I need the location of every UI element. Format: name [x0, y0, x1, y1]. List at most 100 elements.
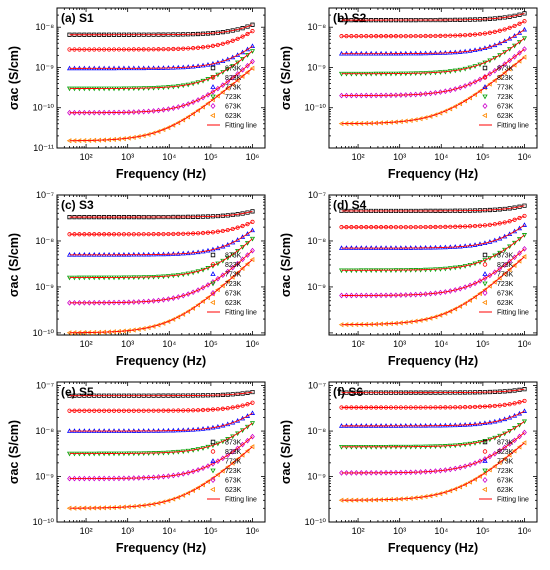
data-point — [81, 109, 87, 116]
data-point — [171, 32, 176, 37]
data-point — [156, 32, 161, 37]
data-point — [418, 390, 423, 395]
legend-entry: 823K — [497, 75, 514, 82]
data-point — [215, 392, 220, 398]
data-point — [101, 299, 107, 306]
legend-entry: 773K — [225, 272, 242, 279]
data-point — [239, 265, 245, 272]
data-point — [92, 32, 97, 37]
data-point — [166, 296, 171, 302]
data-point — [67, 300, 72, 306]
data-point — [220, 468, 225, 474]
fitting-line — [341, 48, 525, 97]
legend-entry: 873K — [497, 440, 514, 447]
data-point — [131, 109, 137, 115]
data-point — [151, 108, 156, 114]
data-point — [175, 120, 181, 126]
series-673K — [339, 46, 527, 99]
data-point — [96, 109, 102, 116]
legend-marker — [210, 439, 216, 445]
x-tick-label: 10² — [352, 339, 365, 349]
data-point — [106, 475, 112, 482]
data-point — [126, 393, 131, 398]
data-point — [220, 89, 225, 95]
data-point — [200, 298, 205, 304]
data-point — [447, 288, 453, 294]
series-773K — [338, 26, 528, 56]
legend-entry: 823K — [225, 449, 242, 456]
data-point — [452, 486, 458, 492]
data-point — [91, 109, 97, 116]
data-point — [408, 208, 413, 214]
legend: 873K 823K 773K 723K 673K 623K Fitting line — [207, 66, 257, 130]
data-point — [433, 290, 438, 297]
fitting-line — [69, 24, 253, 36]
data-point — [354, 390, 359, 395]
data-point — [506, 452, 512, 458]
x-tick-label: 10⁶ — [518, 152, 532, 162]
x-axis-label: Frequency (Hz) — [116, 167, 206, 181]
y-tick-label: 10⁻⁹ — [307, 62, 326, 72]
data-point — [472, 476, 477, 482]
data-point — [77, 215, 82, 220]
data-point — [467, 479, 472, 485]
data-point — [141, 32, 146, 37]
data-point — [250, 58, 255, 65]
y-tick-label: 10⁻⁷ — [36, 190, 54, 200]
y-tick-label: 10⁻⁹ — [35, 472, 54, 482]
data-point — [176, 214, 181, 220]
fitting-line — [341, 37, 525, 75]
data-point — [506, 267, 512, 273]
y-tick-label: 10⁻⁸ — [307, 22, 326, 32]
data-point — [77, 32, 82, 37]
x-tick-label: 10⁶ — [518, 526, 532, 536]
data-point — [477, 290, 482, 297]
data-point — [161, 214, 166, 220]
data-point — [393, 208, 399, 214]
data-point — [81, 299, 87, 306]
fitting-line — [341, 388, 525, 394]
data-point — [359, 18, 364, 23]
series-623K — [338, 254, 527, 328]
data-point — [477, 473, 482, 479]
data-point — [77, 475, 82, 482]
data-point — [92, 393, 97, 398]
data-point — [210, 475, 215, 481]
data-point — [398, 469, 404, 476]
data-point — [180, 117, 186, 123]
data-point — [250, 433, 255, 440]
data-point — [224, 85, 230, 91]
data-point — [87, 32, 92, 37]
data-point — [166, 473, 171, 479]
plot-frame — [56, 7, 266, 149]
data-point — [175, 314, 181, 320]
data-point — [165, 125, 171, 131]
fitting-line — [69, 50, 253, 89]
data-point — [359, 390, 364, 395]
data-point — [339, 92, 344, 99]
fitting-line — [341, 224, 525, 249]
data-point — [383, 208, 389, 214]
data-point — [215, 213, 220, 219]
data-point — [235, 36, 240, 41]
data-point — [111, 32, 117, 37]
data-point — [378, 92, 384, 99]
legend-entry: 623K — [497, 300, 514, 307]
data-point — [116, 32, 122, 37]
legend: 873K 823K 773K 723K 673K 623K Fitting line — [479, 440, 529, 504]
fitting-line — [69, 402, 253, 412]
data-point — [373, 92, 379, 99]
x-tick-label: 10⁴ — [434, 339, 448, 349]
data-point — [229, 274, 235, 280]
data-point — [72, 215, 77, 220]
data-point — [176, 393, 181, 398]
data-point — [452, 306, 458, 312]
data-point — [512, 217, 517, 222]
legend-marker — [482, 449, 488, 454]
data-point — [82, 32, 87, 37]
data-point — [413, 469, 419, 476]
data-point — [191, 32, 196, 37]
fitting-line — [341, 56, 525, 125]
data-point — [458, 208, 463, 213]
data-point — [245, 31, 250, 37]
